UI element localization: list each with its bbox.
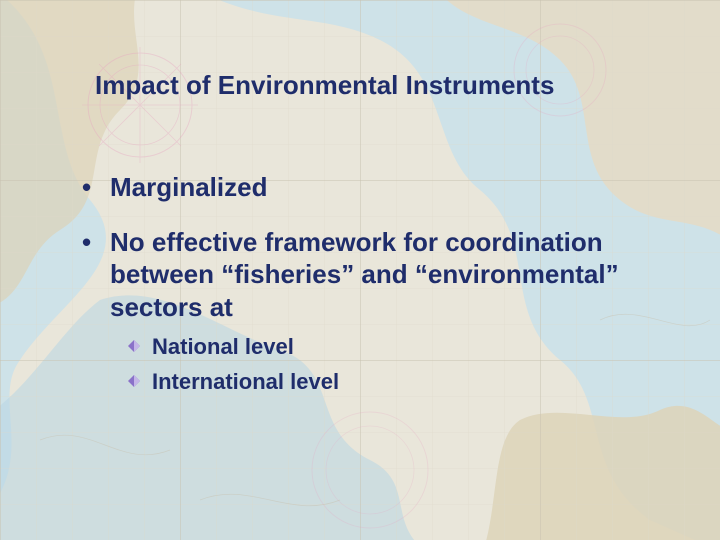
bullet-item: Marginalized (80, 171, 660, 204)
sub-bullet-item: National level (128, 333, 660, 362)
slide: Impact of Environmental Instruments Marg… (0, 0, 720, 540)
sub-bullet-item: International level (128, 368, 660, 397)
bullet-text: No effective framework for coordination … (110, 227, 619, 322)
bullet-text: Marginalized (110, 172, 267, 202)
sub-bullet-text: International level (152, 369, 339, 394)
sub-bullet-text: National level (152, 334, 294, 359)
bullet-list: Marginalized No effective framework for … (80, 171, 660, 396)
slide-title: Impact of Environmental Instruments (95, 70, 660, 101)
sub-bullet-list: National level International level (128, 333, 660, 396)
slide-content: Impact of Environmental Instruments Marg… (0, 0, 720, 396)
diamond-bullet-icon (128, 340, 140, 352)
bullet-item: No effective framework for coordination … (80, 226, 660, 397)
diamond-bullet-icon (128, 375, 140, 387)
